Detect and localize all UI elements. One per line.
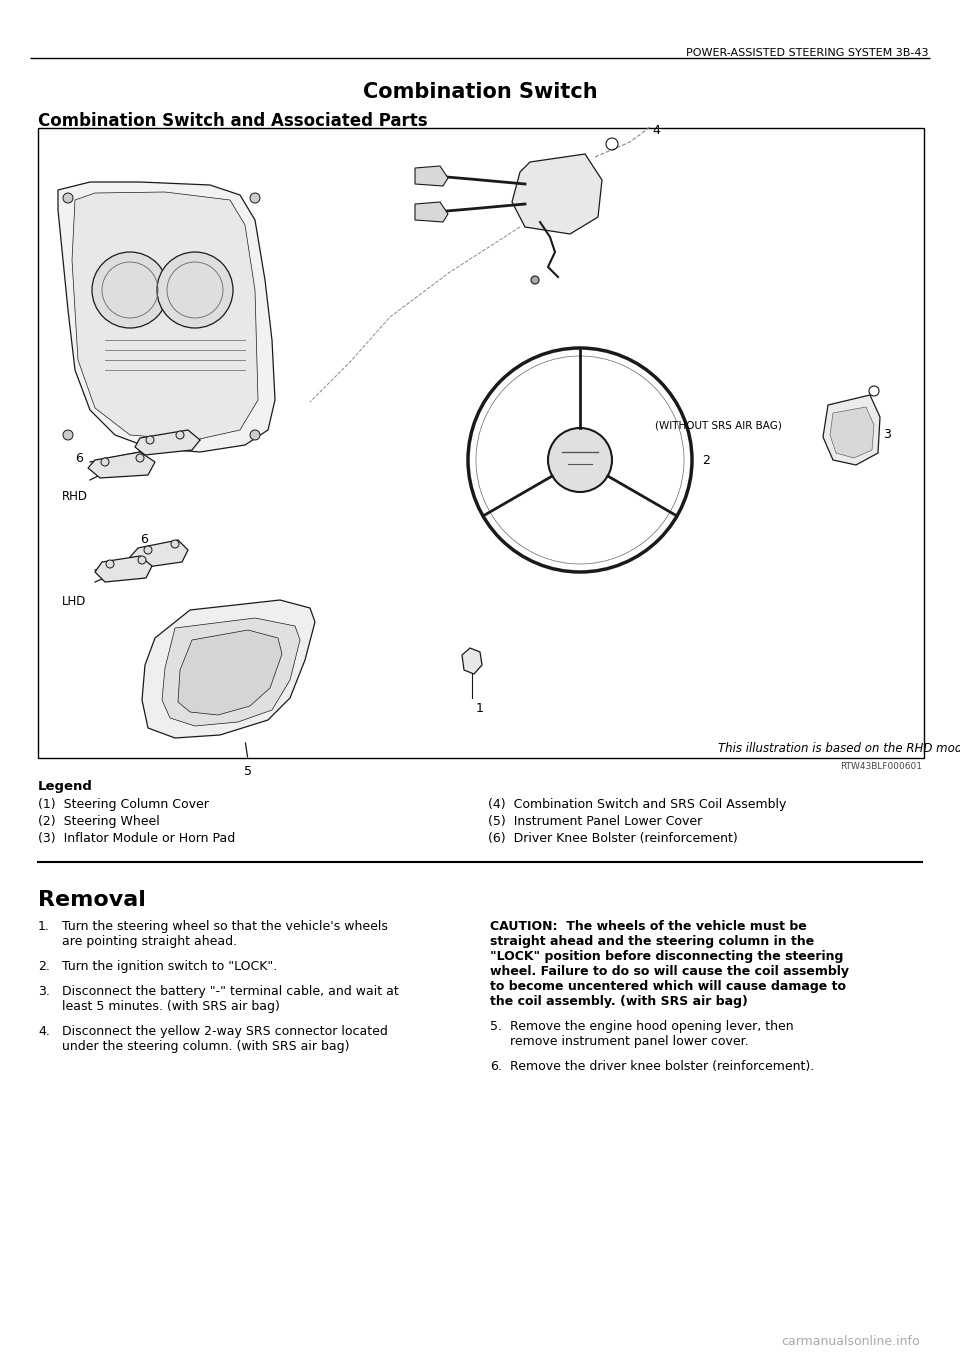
Text: (WITHOUT SRS AIR BAG): (WITHOUT SRS AIR BAG)	[655, 420, 781, 430]
Text: This illustration is based on the RHD model.: This illustration is based on the RHD mo…	[718, 741, 960, 755]
Text: straight ahead and the steering column in the: straight ahead and the steering column i…	[490, 936, 814, 948]
Text: (2)  Steering Wheel: (2) Steering Wheel	[38, 815, 159, 828]
Text: POWER-ASSISTED STEERING SYSTEM 3B-43: POWER-ASSISTED STEERING SYSTEM 3B-43	[685, 48, 928, 58]
Text: 3: 3	[883, 429, 891, 441]
Circle shape	[176, 430, 184, 439]
Text: (1)  Steering Column Cover: (1) Steering Column Cover	[38, 799, 209, 811]
Circle shape	[136, 454, 144, 462]
Text: (4)  Combination Switch and SRS Coil Assembly: (4) Combination Switch and SRS Coil Asse…	[488, 799, 786, 811]
Polygon shape	[823, 395, 880, 464]
Polygon shape	[88, 452, 155, 478]
Polygon shape	[95, 555, 152, 583]
Circle shape	[101, 458, 109, 466]
Circle shape	[63, 193, 73, 202]
Text: 6: 6	[75, 451, 83, 464]
Text: 3.: 3.	[38, 985, 50, 998]
Text: Remove the engine hood opening lever, then
remove instrument panel lower cover.: Remove the engine hood opening lever, th…	[510, 1020, 794, 1048]
Polygon shape	[415, 202, 448, 221]
Bar	[38, 128, 924, 758]
Polygon shape	[415, 166, 448, 186]
Text: 2: 2	[702, 454, 709, 467]
Polygon shape	[58, 182, 275, 452]
Text: Disconnect the battery "-" terminal cable, and wait at
least 5 minutes. (with SR: Disconnect the battery "-" terminal cabl…	[62, 985, 398, 1013]
Polygon shape	[462, 648, 482, 674]
Polygon shape	[142, 600, 315, 737]
Text: Remove the driver knee bolster (reinforcement).: Remove the driver knee bolster (reinforc…	[510, 1061, 814, 1073]
Polygon shape	[72, 191, 258, 440]
Polygon shape	[135, 430, 200, 455]
Text: to become uncentered which will cause damage to: to become uncentered which will cause da…	[490, 980, 846, 993]
Circle shape	[531, 276, 539, 284]
Text: 5.: 5.	[490, 1020, 502, 1033]
Circle shape	[548, 428, 612, 492]
Text: 2.: 2.	[38, 960, 50, 972]
Text: Turn the ignition switch to "LOCK".: Turn the ignition switch to "LOCK".	[62, 960, 277, 972]
Text: 5: 5	[244, 765, 252, 778]
Circle shape	[157, 253, 233, 329]
Circle shape	[250, 430, 260, 440]
Circle shape	[106, 559, 114, 568]
Polygon shape	[162, 618, 300, 727]
Text: 6.: 6.	[490, 1061, 502, 1073]
Text: Disconnect the yellow 2-way SRS connector located
under the steering column. (wi: Disconnect the yellow 2-way SRS connecto…	[62, 1025, 388, 1052]
Text: 1.: 1.	[38, 919, 50, 933]
Text: 6: 6	[140, 532, 148, 546]
Text: carmanualsonline.info: carmanualsonline.info	[781, 1335, 920, 1348]
Text: LHD: LHD	[62, 595, 86, 608]
Text: RTW43BLF000601: RTW43BLF000601	[840, 762, 922, 771]
Polygon shape	[130, 540, 188, 568]
Text: (5)  Instrument Panel Lower Cover: (5) Instrument Panel Lower Cover	[488, 815, 703, 828]
Text: Removal: Removal	[38, 889, 146, 910]
Text: RHD: RHD	[62, 490, 88, 502]
Text: (3)  Inflator Module or Horn Pad: (3) Inflator Module or Horn Pad	[38, 832, 235, 845]
Text: CAUTION:  The wheels of the vehicle must be: CAUTION: The wheels of the vehicle must …	[490, 919, 806, 933]
Text: (6)  Driver Knee Bolster (reinforcement): (6) Driver Knee Bolster (reinforcement)	[488, 832, 737, 845]
Circle shape	[144, 546, 152, 554]
Text: wheel. Failure to do so will cause the coil assembly: wheel. Failure to do so will cause the c…	[490, 966, 849, 978]
Circle shape	[138, 555, 146, 564]
Circle shape	[171, 540, 179, 549]
Text: 1: 1	[476, 702, 484, 716]
Circle shape	[250, 193, 260, 202]
Text: Combination Switch and Associated Parts: Combination Switch and Associated Parts	[38, 111, 427, 130]
Polygon shape	[830, 407, 874, 458]
Circle shape	[92, 253, 168, 329]
Text: Combination Switch: Combination Switch	[363, 81, 597, 102]
Polygon shape	[512, 153, 602, 234]
Text: 4: 4	[652, 124, 660, 137]
Circle shape	[63, 430, 73, 440]
Text: 4.: 4.	[38, 1025, 50, 1038]
Circle shape	[146, 436, 154, 444]
Text: Turn the steering wheel so that the vehicle's wheels
are pointing straight ahead: Turn the steering wheel so that the vehi…	[62, 919, 388, 948]
Text: "LOCK" position before disconnecting the steering: "LOCK" position before disconnecting the…	[490, 951, 844, 963]
Text: Legend: Legend	[38, 779, 93, 793]
Polygon shape	[178, 630, 282, 716]
Text: the coil assembly. (with SRS air bag): the coil assembly. (with SRS air bag)	[490, 995, 748, 1008]
